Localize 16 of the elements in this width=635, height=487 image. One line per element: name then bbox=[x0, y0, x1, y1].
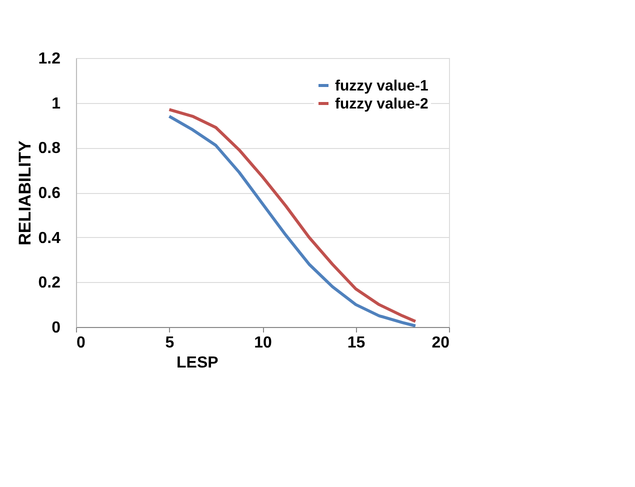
y-tick-label: 1 bbox=[52, 95, 61, 112]
y-tick-label: 0.8 bbox=[38, 140, 61, 158]
y-tick-label: 0.6 bbox=[38, 185, 61, 202]
x-tick-label: 15 bbox=[347, 334, 366, 352]
y-tick-label: 0.2 bbox=[38, 274, 61, 292]
x-tick-label: 5 bbox=[165, 334, 174, 352]
x-axis-title: LESP bbox=[176, 354, 219, 372]
legend-label: fuzzy value-2 bbox=[335, 96, 428, 112]
x-tick-label: 10 bbox=[254, 334, 272, 352]
y-tick-label: 0.4 bbox=[38, 230, 61, 247]
legend-label: fuzzy value-1 bbox=[335, 78, 428, 94]
y-tick-label: 0 bbox=[52, 320, 61, 336]
y-axis-title: RELIABILITY bbox=[15, 140, 34, 246]
x-tick-label: 0 bbox=[76, 334, 86, 352]
y-tick-label: 1.2 bbox=[38, 50, 61, 68]
x-tick-label: 20 bbox=[432, 334, 450, 352]
